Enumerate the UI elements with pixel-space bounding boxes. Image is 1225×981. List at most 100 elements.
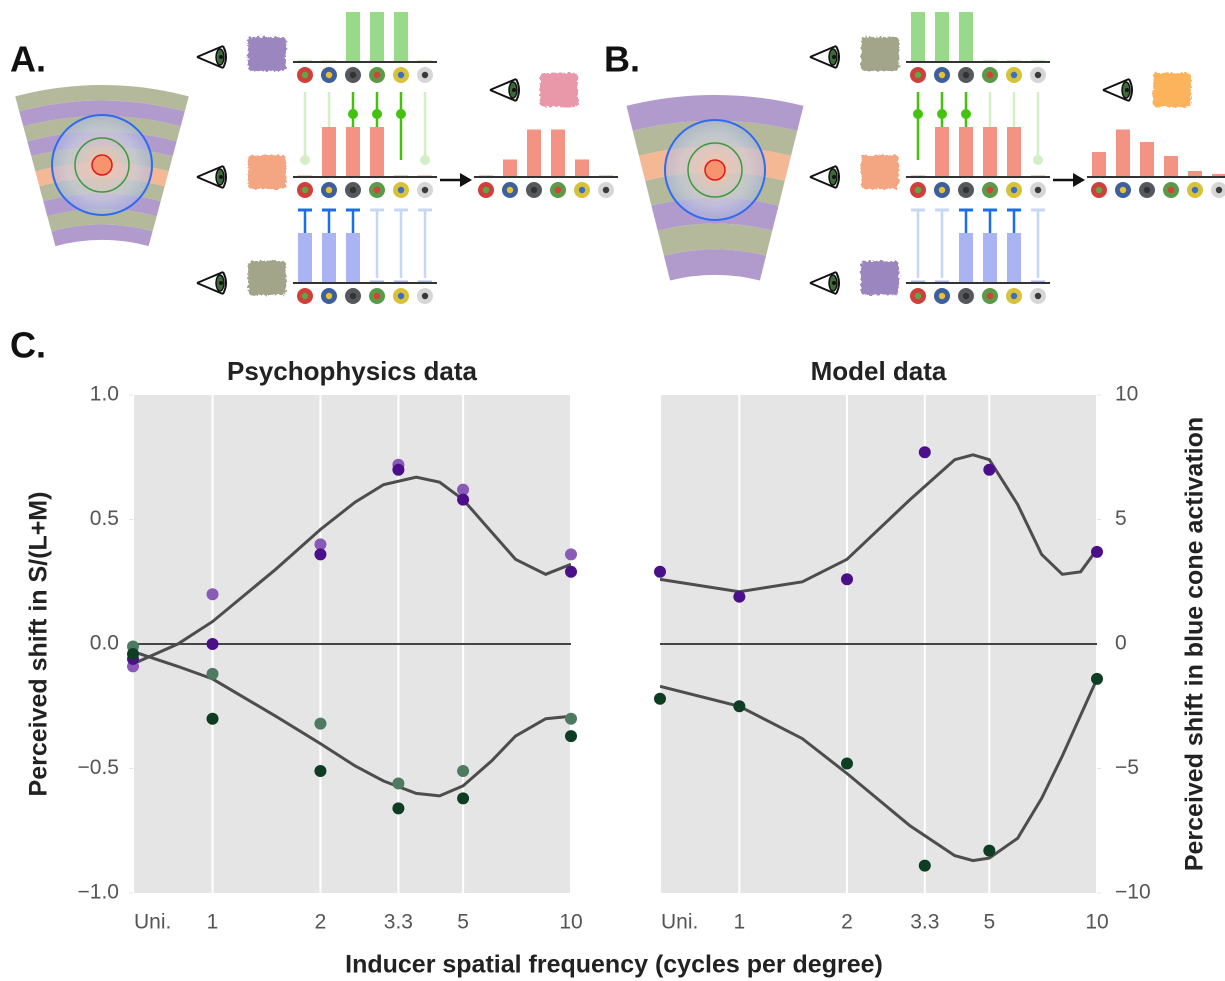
bar bbox=[1164, 156, 1178, 177]
y-tick-label: 1.0 bbox=[90, 383, 119, 406]
cone-center bbox=[326, 187, 332, 193]
bar bbox=[503, 160, 517, 178]
y-tick-label: −5 bbox=[1115, 756, 1139, 779]
cone-center bbox=[915, 187, 921, 193]
cone-center bbox=[422, 293, 428, 299]
bar bbox=[935, 127, 949, 177]
cone-center bbox=[326, 72, 332, 78]
bar bbox=[935, 12, 949, 62]
x-tick-label: Uni. bbox=[134, 911, 171, 934]
data-point bbox=[733, 700, 745, 712]
eye-pupil bbox=[219, 281, 223, 285]
data-point bbox=[207, 588, 219, 600]
bar bbox=[394, 12, 408, 62]
eye-pupil bbox=[512, 88, 516, 92]
bar bbox=[346, 12, 360, 62]
x-tick-label: 5 bbox=[457, 911, 469, 934]
cone-center bbox=[1168, 187, 1174, 193]
x-tick-label: 10 bbox=[1085, 911, 1108, 934]
bar bbox=[911, 12, 925, 62]
x-tick-label: 2 bbox=[841, 911, 853, 934]
eye-pupil bbox=[219, 175, 223, 179]
bar bbox=[370, 12, 384, 62]
bar bbox=[1140, 142, 1154, 177]
bar bbox=[1007, 127, 1021, 177]
cone-center bbox=[507, 187, 513, 193]
cone-center bbox=[1144, 187, 1150, 193]
y-axis-label: Perceived shift in S/(L+M) bbox=[25, 492, 53, 797]
data-point bbox=[314, 718, 326, 730]
data-point bbox=[457, 792, 469, 804]
texture-patch bbox=[861, 155, 899, 189]
cone-center bbox=[398, 72, 404, 78]
bar bbox=[1092, 152, 1106, 177]
chart-title: Model data bbox=[811, 356, 947, 386]
panel-label: A. bbox=[10, 39, 46, 80]
data-point bbox=[841, 573, 853, 585]
arrow-head bbox=[1073, 173, 1085, 187]
bar bbox=[983, 233, 997, 283]
target-field bbox=[92, 155, 112, 175]
y-tick-label: −10 bbox=[1115, 881, 1151, 904]
x-tick-label: 1 bbox=[734, 911, 746, 934]
cone-center bbox=[483, 187, 489, 193]
texture-patch bbox=[1153, 73, 1191, 107]
data-point bbox=[457, 765, 469, 777]
cone-center bbox=[1035, 187, 1041, 193]
eye-pupil bbox=[832, 175, 836, 179]
x-tick-label: Uni. bbox=[661, 911, 698, 934]
bar bbox=[575, 160, 589, 178]
chart-title: Psychophysics data bbox=[227, 356, 478, 386]
excitatory-node bbox=[348, 109, 358, 119]
excitatory-node bbox=[913, 109, 923, 119]
y-tick-label: 0.0 bbox=[90, 632, 119, 655]
data-point bbox=[654, 693, 666, 705]
cone-center bbox=[302, 187, 308, 193]
excitatory-node bbox=[420, 155, 430, 165]
data-point bbox=[654, 566, 666, 578]
bar bbox=[527, 130, 541, 178]
bar bbox=[346, 127, 360, 177]
x-tick-label: 3.3 bbox=[910, 911, 939, 934]
eye-pupil bbox=[1125, 88, 1129, 92]
cone-center bbox=[915, 72, 921, 78]
cone-center bbox=[350, 187, 356, 193]
texture-patch bbox=[248, 155, 286, 189]
data-point bbox=[392, 802, 404, 814]
y-tick-label: −1.0 bbox=[78, 881, 119, 904]
bar bbox=[983, 127, 997, 177]
data-point bbox=[314, 548, 326, 560]
data-point bbox=[392, 464, 404, 476]
cone-center bbox=[1192, 187, 1198, 193]
bar bbox=[551, 130, 565, 178]
target-field bbox=[705, 160, 725, 180]
cone-center bbox=[963, 293, 969, 299]
bar bbox=[298, 233, 312, 283]
bar bbox=[959, 127, 973, 177]
x-axis-label: Inducer spatial frequency (cycles per de… bbox=[345, 951, 883, 979]
texture-patch bbox=[861, 37, 899, 71]
texture-patch bbox=[248, 261, 286, 295]
excitatory-node bbox=[300, 155, 310, 165]
bar bbox=[1116, 130, 1130, 178]
cone-center bbox=[1096, 187, 1102, 193]
cone-center bbox=[350, 293, 356, 299]
excitatory-node bbox=[1033, 155, 1043, 165]
cone-center bbox=[603, 187, 609, 193]
cone-center bbox=[350, 72, 356, 78]
excitatory-node bbox=[961, 109, 971, 119]
excitatory-node bbox=[372, 109, 382, 119]
cone-center bbox=[987, 72, 993, 78]
cone-center bbox=[1120, 187, 1126, 193]
bar bbox=[346, 233, 360, 283]
excitatory-node bbox=[396, 109, 406, 119]
cone-center bbox=[1011, 72, 1017, 78]
y-tick-label: −0.5 bbox=[78, 756, 119, 779]
cone-center bbox=[374, 293, 380, 299]
x-tick-label: 10 bbox=[559, 911, 582, 934]
x-tick-label: 5 bbox=[983, 911, 995, 934]
data-point bbox=[207, 668, 219, 680]
texture-patch bbox=[540, 73, 578, 107]
data-point bbox=[983, 845, 995, 857]
arrow-head bbox=[460, 173, 472, 187]
